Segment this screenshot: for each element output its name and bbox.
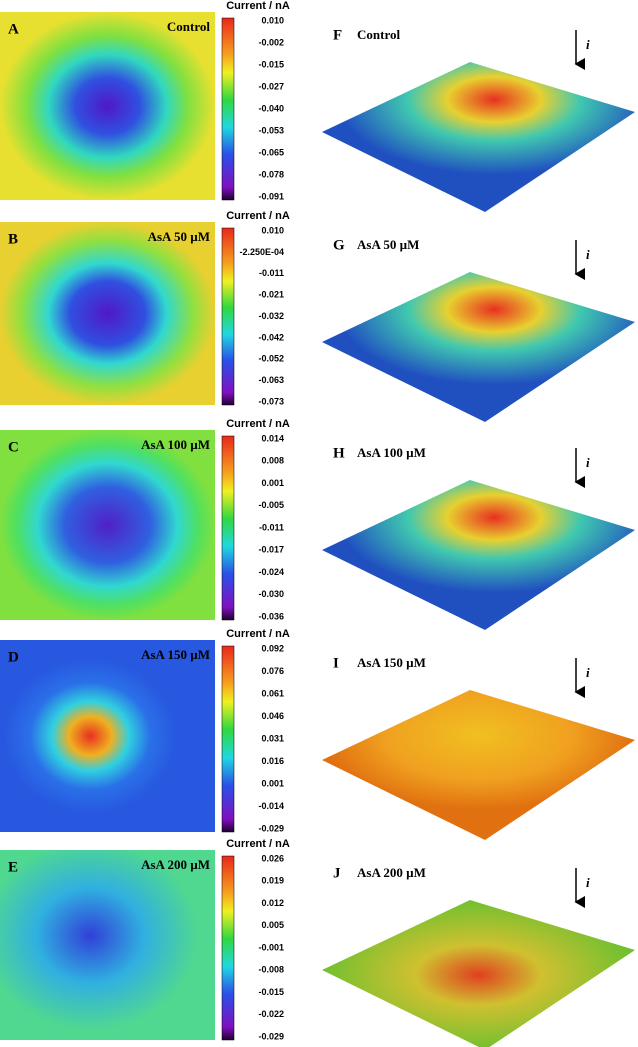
panel-label: AsA 200 µM [357, 865, 426, 880]
colorbar-tick-label: -0.001 [258, 942, 284, 952]
panel-label: AsA 150 µM [357, 655, 426, 670]
colorbar-title: Current / nA [226, 210, 290, 222]
colorbar-tick-label: -2.250E-04 [239, 247, 284, 257]
colorbar-tick-label: -0.029 [258, 823, 284, 833]
colorbar-tick-label: 0.061 [261, 688, 284, 698]
colorbar-title: Current / nA [226, 0, 290, 12]
arrow-label: i [586, 665, 590, 680]
panel-label: AsA 200 µM [141, 857, 210, 872]
colorbar-tick-label: 0.026 [261, 853, 284, 863]
panel-letter: D [8, 649, 19, 665]
colorbar-tick-label: -0.065 [258, 147, 284, 157]
panel-label: AsA 150 µM [141, 647, 210, 662]
colorbar-tick-label: 0.001 [261, 478, 284, 488]
colorbar-tick-label: -0.073 [258, 396, 284, 406]
colorbar-tick-label: -0.011 [259, 522, 284, 532]
colorbar-tick-label: -0.029 [258, 1031, 284, 1041]
colorbar-tick-label: -0.022 [258, 1009, 284, 1019]
heatmap [0, 12, 215, 200]
arrow-label: i [586, 875, 590, 890]
panel-letter: C [8, 439, 19, 455]
panel-label: AsA 100 µM [141, 437, 210, 452]
colorbar-tick-label: -0.078 [258, 169, 284, 179]
panel-label: AsA 100 µM [357, 445, 426, 460]
colorbar [221, 645, 235, 833]
panel-letter: E [8, 859, 18, 875]
colorbar-tick-label: -0.036 [258, 611, 284, 621]
colorbar-tick-label: 0.076 [261, 666, 284, 676]
colorbar-tick-label: 0.014 [261, 433, 284, 443]
colorbar-tick-label: 0.012 [261, 898, 284, 908]
colorbar-tick-label: -0.015 [258, 59, 284, 69]
colorbar-title: Current / nA [226, 628, 290, 640]
panel-label: Control [357, 27, 400, 42]
colorbar-tick-label: -0.027 [258, 81, 284, 91]
colorbar-tick-label: -0.030 [258, 589, 284, 599]
colorbar-tick-label: -0.032 [258, 311, 284, 321]
colorbar-tick-label: -0.024 [258, 567, 284, 577]
colorbar-tick-label: 0.016 [261, 756, 284, 766]
surface-plot [322, 480, 635, 630]
colorbar-tick-label: -0.021 [258, 290, 284, 300]
colorbar [221, 17, 235, 201]
colorbar-title: Current / nA [226, 418, 290, 430]
colorbar-tick-label: 0.010 [261, 15, 284, 25]
surface-plot [322, 690, 635, 840]
panel-letter: A [8, 21, 19, 37]
panel-letter: J [333, 865, 341, 881]
arrow-label: i [586, 247, 590, 262]
panel-letter: H [333, 445, 345, 461]
colorbar-tick-label: -0.011 [259, 268, 284, 278]
panel-letter: F [333, 27, 342, 43]
colorbar-tick-label: 0.031 [261, 733, 284, 743]
colorbar-tick-label: 0.019 [261, 876, 284, 886]
surface-plot [322, 900, 635, 1047]
colorbar-tick-label: -0.008 [258, 965, 284, 975]
panel-letter: G [333, 237, 345, 253]
colorbar [221, 227, 235, 406]
panel-label: AsA 50 µM [148, 229, 210, 244]
colorbar-tick-label: 0.092 [261, 643, 284, 653]
surface-plot [322, 62, 635, 212]
heatmap [0, 430, 215, 620]
colorbar-tick-label: 0.008 [261, 456, 284, 466]
colorbar-tick-label: -0.063 [258, 375, 284, 385]
colorbar-tick-label: -0.040 [258, 103, 284, 113]
panel-label: AsA 50 µM [357, 237, 419, 252]
colorbar-tick-label: -0.005 [258, 500, 284, 510]
colorbar-tick-label: -0.042 [258, 332, 284, 342]
colorbar-tick-label: -0.017 [258, 545, 284, 555]
colorbar-tick-label: -0.014 [258, 801, 284, 811]
colorbar-tick-label: 0.046 [261, 711, 284, 721]
colorbar-title: Current / nA [226, 838, 290, 850]
panel-letter: B [8, 231, 18, 247]
panel-letter: I [333, 655, 339, 671]
colorbar-tick-label: -0.091 [258, 191, 284, 201]
panel-label: Control [167, 19, 210, 34]
arrow-label: i [586, 455, 590, 470]
colorbar-tick-label: -0.052 [258, 354, 284, 364]
heatmap [0, 850, 215, 1040]
arrow-label: i [586, 37, 590, 52]
heatmap [0, 222, 215, 405]
colorbar-tick-label: 0.001 [261, 778, 284, 788]
colorbar-tick-label: -0.002 [258, 37, 284, 47]
colorbar-tick-label: 0.005 [261, 920, 284, 930]
colorbar-tick-label: -0.053 [258, 125, 284, 135]
heatmap [0, 640, 215, 832]
colorbar [221, 855, 235, 1041]
surface-plot [322, 272, 635, 422]
colorbar-tick-label: -0.015 [258, 987, 284, 997]
colorbar-tick-label: 0.010 [261, 225, 284, 235]
colorbar [221, 435, 235, 621]
